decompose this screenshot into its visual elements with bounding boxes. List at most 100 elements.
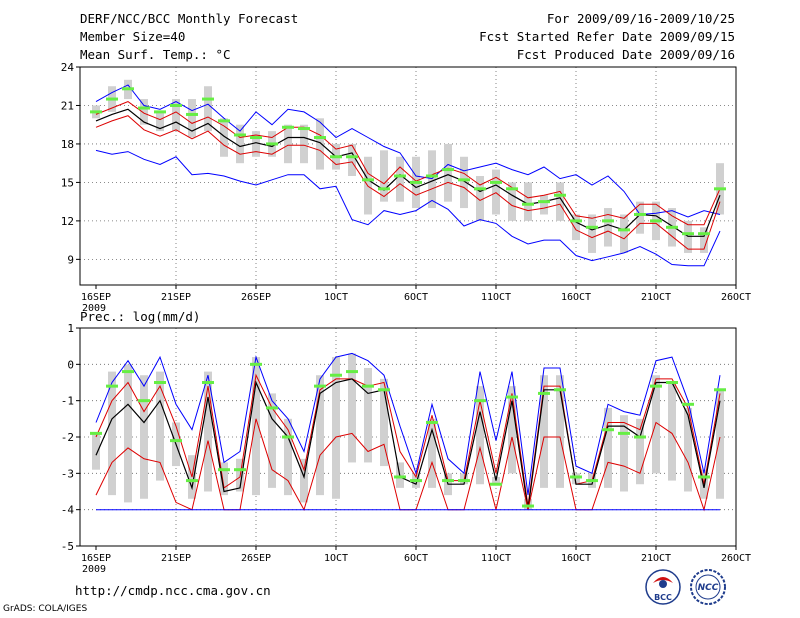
spread-box [316,118,324,170]
x-tick-label: 16SEP [81,292,111,303]
x-tick-label: 11OCT [481,292,511,303]
x-tick-label: 21OCT [641,553,671,564]
spread-box [140,375,148,499]
obs-marker [282,125,294,129]
obs-marker [618,431,630,435]
x-tick-label: 11OCT [481,553,511,564]
spread-box [364,367,372,463]
obs-marker [666,225,678,229]
start-date: Fcst Started Refer Date 2009/09/15 [479,29,735,44]
spread-box [332,357,340,499]
panel-title: Prec.: log(mm/d) [80,309,200,324]
forecast-title: DERF/NCC/BCC Monthly Forecast [80,11,299,26]
obs-marker [186,479,198,483]
y-tick-label: -5 [61,540,74,553]
y-tick-label: 9 [67,253,74,266]
spread-box [556,182,564,221]
y-tick-label: 12 [61,215,74,228]
x-year-label: 2009 [82,303,106,314]
obs-marker [154,110,166,114]
spread-box [684,407,692,492]
spread-box [460,156,468,209]
spread-box [684,220,692,253]
obs-marker [426,174,438,178]
obs-marker [234,133,246,137]
obs-marker [490,482,502,486]
obs-marker [602,219,614,223]
y-tick-label: -3 [61,467,74,480]
spread-box [108,371,116,496]
obs-marker [506,187,518,191]
obs-marker [538,391,550,395]
spread-box [508,386,516,474]
obs-marker [682,232,694,236]
obs-marker [218,119,230,123]
spread-box [300,124,308,164]
variable-label: Mean Surf. Temp.: °C [80,47,231,62]
y-tick-label: 24 [61,61,75,74]
obs-marker [122,370,134,374]
x-tick-label: 1OCT [324,292,348,303]
series-line-mean [95,108,721,237]
obs-marker [138,106,150,110]
obs-marker [362,384,374,388]
chart-panel-2: 1 0 -1 -2 -3 -4 -5 16SEP 21SEP 26SEP 1OCT 6OCT 11OCT… [61,322,751,575]
obs-marker [458,479,470,483]
spread-box [524,182,532,221]
spread-box [204,371,212,492]
spread-box [300,458,308,503]
source-url: http://cmdp.ncc.cma.gov.cn [75,583,271,598]
obs-marker [90,110,102,114]
obs-marker [570,475,582,479]
series-line-max [95,352,721,496]
obs-marker [330,373,342,377]
obs-marker [458,178,470,182]
spread-box [652,375,660,474]
spread-box [252,131,260,157]
spread-box [572,473,580,485]
obs-marker [682,402,694,406]
y-tick-label: -1 [61,395,74,408]
obs-marker [474,399,486,403]
spread-box [508,182,516,221]
x-tick-label: 26OCT [721,553,751,564]
spread-box [204,86,212,132]
bcc-logo-text: BCC [654,593,672,602]
ncc-logo: NCC [690,569,726,605]
obs-marker [714,187,726,191]
x-tick-label: 26SEP [241,553,271,564]
spread-box [604,208,612,247]
spread-box [396,156,404,202]
obs-marker [634,435,646,439]
spread-box [428,150,436,209]
obs-marker [442,479,454,483]
obs-marker [330,155,342,159]
spread-box [236,124,244,164]
y-tick-label: 21 [61,99,74,112]
obs-marker [122,87,134,91]
obs-marker [170,439,182,443]
series-line-max [95,84,721,218]
obs-marker [138,399,150,403]
spread-box [636,201,644,234]
spread-box [172,99,180,132]
ncc-logo-text: NCC [698,583,719,593]
obs-marker [538,200,550,204]
bcc-logo: BCC [645,569,681,605]
spread-box [348,353,356,463]
spread-box [140,99,148,125]
spread-box [156,371,164,481]
obs-marker [314,384,326,388]
x-tick-label: 26OCT [721,292,751,303]
obs-marker [106,384,118,388]
spread-box [604,407,612,488]
obs-marker [506,395,518,399]
x-tick-label: 21SEP [161,553,191,564]
obs-marker [298,127,310,131]
obs-marker [634,212,646,216]
obs-marker [202,97,214,101]
obs-marker [554,193,566,197]
spread-box [156,111,164,132]
x-tick-label: 16SEP [81,553,111,564]
x-year-label: 2009 [82,564,106,575]
